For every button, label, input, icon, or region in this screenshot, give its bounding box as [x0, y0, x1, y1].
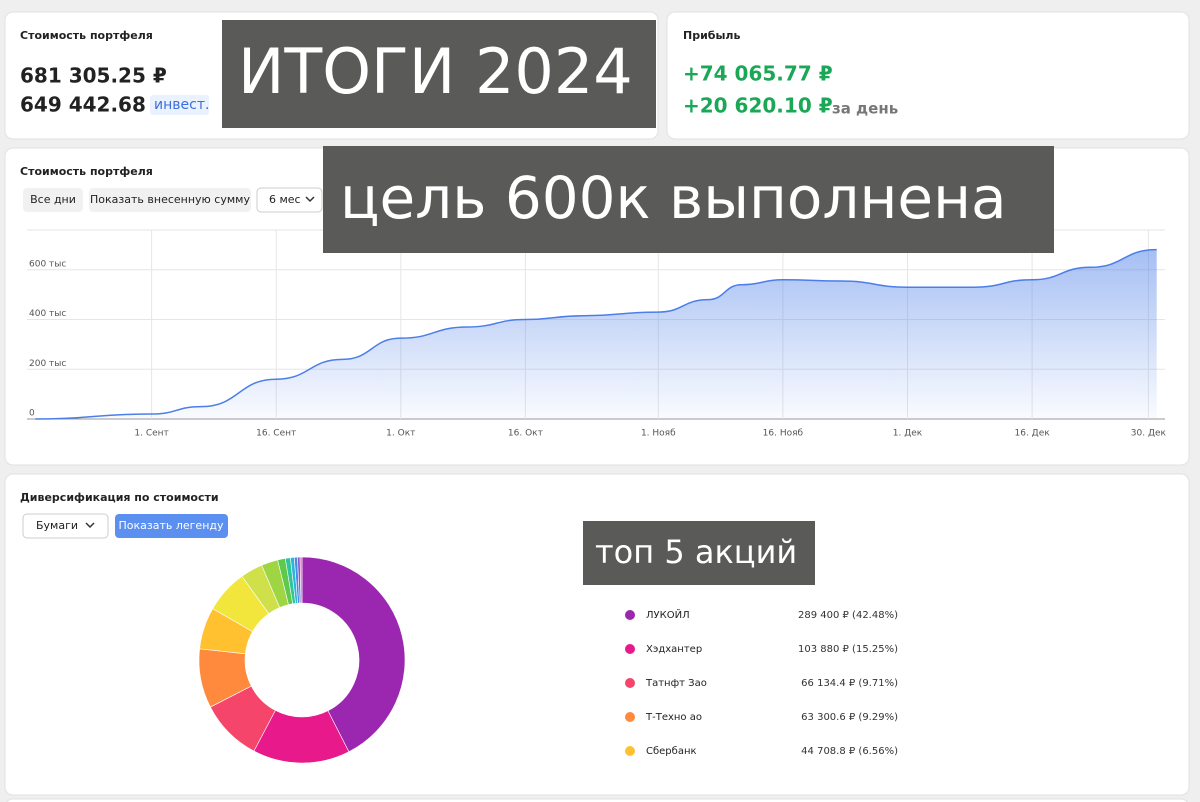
x-tick-label: 1. Дек: [893, 429, 923, 439]
card-title: Диверсификация по стоимости: [20, 491, 219, 504]
legend-value: 63 300.6 ₽ (9.29%): [801, 712, 898, 723]
legend-icon: [625, 610, 635, 620]
area-line: [35, 248, 1157, 420]
next-card: [6, 798, 1188, 802]
legend-name: Сбербанк: [646, 746, 697, 757]
control-label[interactable]: Все дни: [30, 193, 76, 206]
overlay-box: [222, 20, 656, 128]
overlay-text: ИТОГИ 2024: [238, 35, 633, 108]
y-tick-label: 600 тыс: [29, 259, 66, 269]
pie-slice: [301, 556, 406, 753]
y-tick-label: 0: [29, 409, 35, 419]
legend-value: 289 400 ₽ (42.48%): [798, 610, 898, 621]
pie-slice: [299, 556, 303, 604]
control-button[interactable]: [23, 188, 83, 212]
x-tick-label: 30. Дек: [1131, 429, 1167, 439]
x-tick-label: 1. Сент: [134, 429, 168, 439]
legend-name: Т-Техно ао: [645, 712, 702, 723]
x-tick-label: 1. Окт: [386, 429, 415, 439]
tag-bg: [150, 95, 209, 115]
control-button[interactable]: [89, 188, 251, 212]
legend-name: ЛУКОЙЛ: [646, 608, 690, 621]
overlay-box: [323, 146, 1054, 253]
legend-icon: [625, 678, 635, 688]
y-tick-label: 200 тыс: [29, 359, 66, 369]
diversification-card: [4, 473, 1190, 796]
card-title: Стоимость портфеля: [20, 165, 153, 178]
invested-tag: инвест.: [154, 97, 209, 113]
y-tick-label: 400 тыс: [29, 309, 66, 319]
legend-icon: [625, 644, 635, 654]
legend-icon: [625, 712, 635, 722]
legend-value: 103 880 ₽ (15.25%): [798, 644, 898, 655]
area-fill: [35, 249, 1157, 419]
legend-name: Татнфт Зао: [645, 678, 707, 689]
legend-button[interactable]: [115, 514, 228, 538]
legend-value: 66 134.4 ₽ (9.71%): [801, 678, 898, 689]
overlay-text: топ 5 акций: [595, 533, 797, 571]
dropdown-label[interactable]: Бумаги: [36, 519, 78, 532]
overlay-box: [583, 521, 815, 585]
x-tick-label: 16. Нояб: [763, 429, 804, 439]
x-tick-label: 16. Окт: [508, 429, 543, 439]
legend-value: 44 708.8 ₽ (6.56%): [801, 746, 898, 757]
chevron: [305, 196, 315, 203]
control-button[interactable]: [256, 187, 323, 213]
card-title: Прибыль: [683, 29, 740, 42]
invested-value: 649 442.68 ₽: [20, 93, 167, 117]
profit-day: +20 620.10 ₽: [683, 94, 833, 118]
profit-card: [666, 11, 1190, 140]
legend-icon: [625, 746, 635, 756]
profit-total: +74 065.77 ₽: [683, 62, 833, 86]
dropdown[interactable]: [22, 513, 109, 539]
profit-day-label: за день: [832, 100, 898, 118]
control-label[interactable]: 6 мес: [269, 193, 301, 206]
chevron: [85, 522, 95, 529]
x-tick-label: 16. Дек: [1015, 429, 1051, 439]
legend-button-label[interactable]: Показать легенду: [118, 519, 224, 532]
legend-name: Хэдхантер: [646, 644, 702, 655]
portfolio-value: 681 305.25 ₽: [20, 64, 167, 88]
overlay-text: цель 600к выполнена: [340, 164, 1007, 232]
x-tick-label: 1. Нояб: [641, 429, 676, 439]
card-title: Стоимость портфеля: [20, 29, 153, 42]
control-label[interactable]: Показать внесенную сумму: [90, 193, 250, 206]
x-tick-label: 16. Сент: [256, 429, 296, 439]
